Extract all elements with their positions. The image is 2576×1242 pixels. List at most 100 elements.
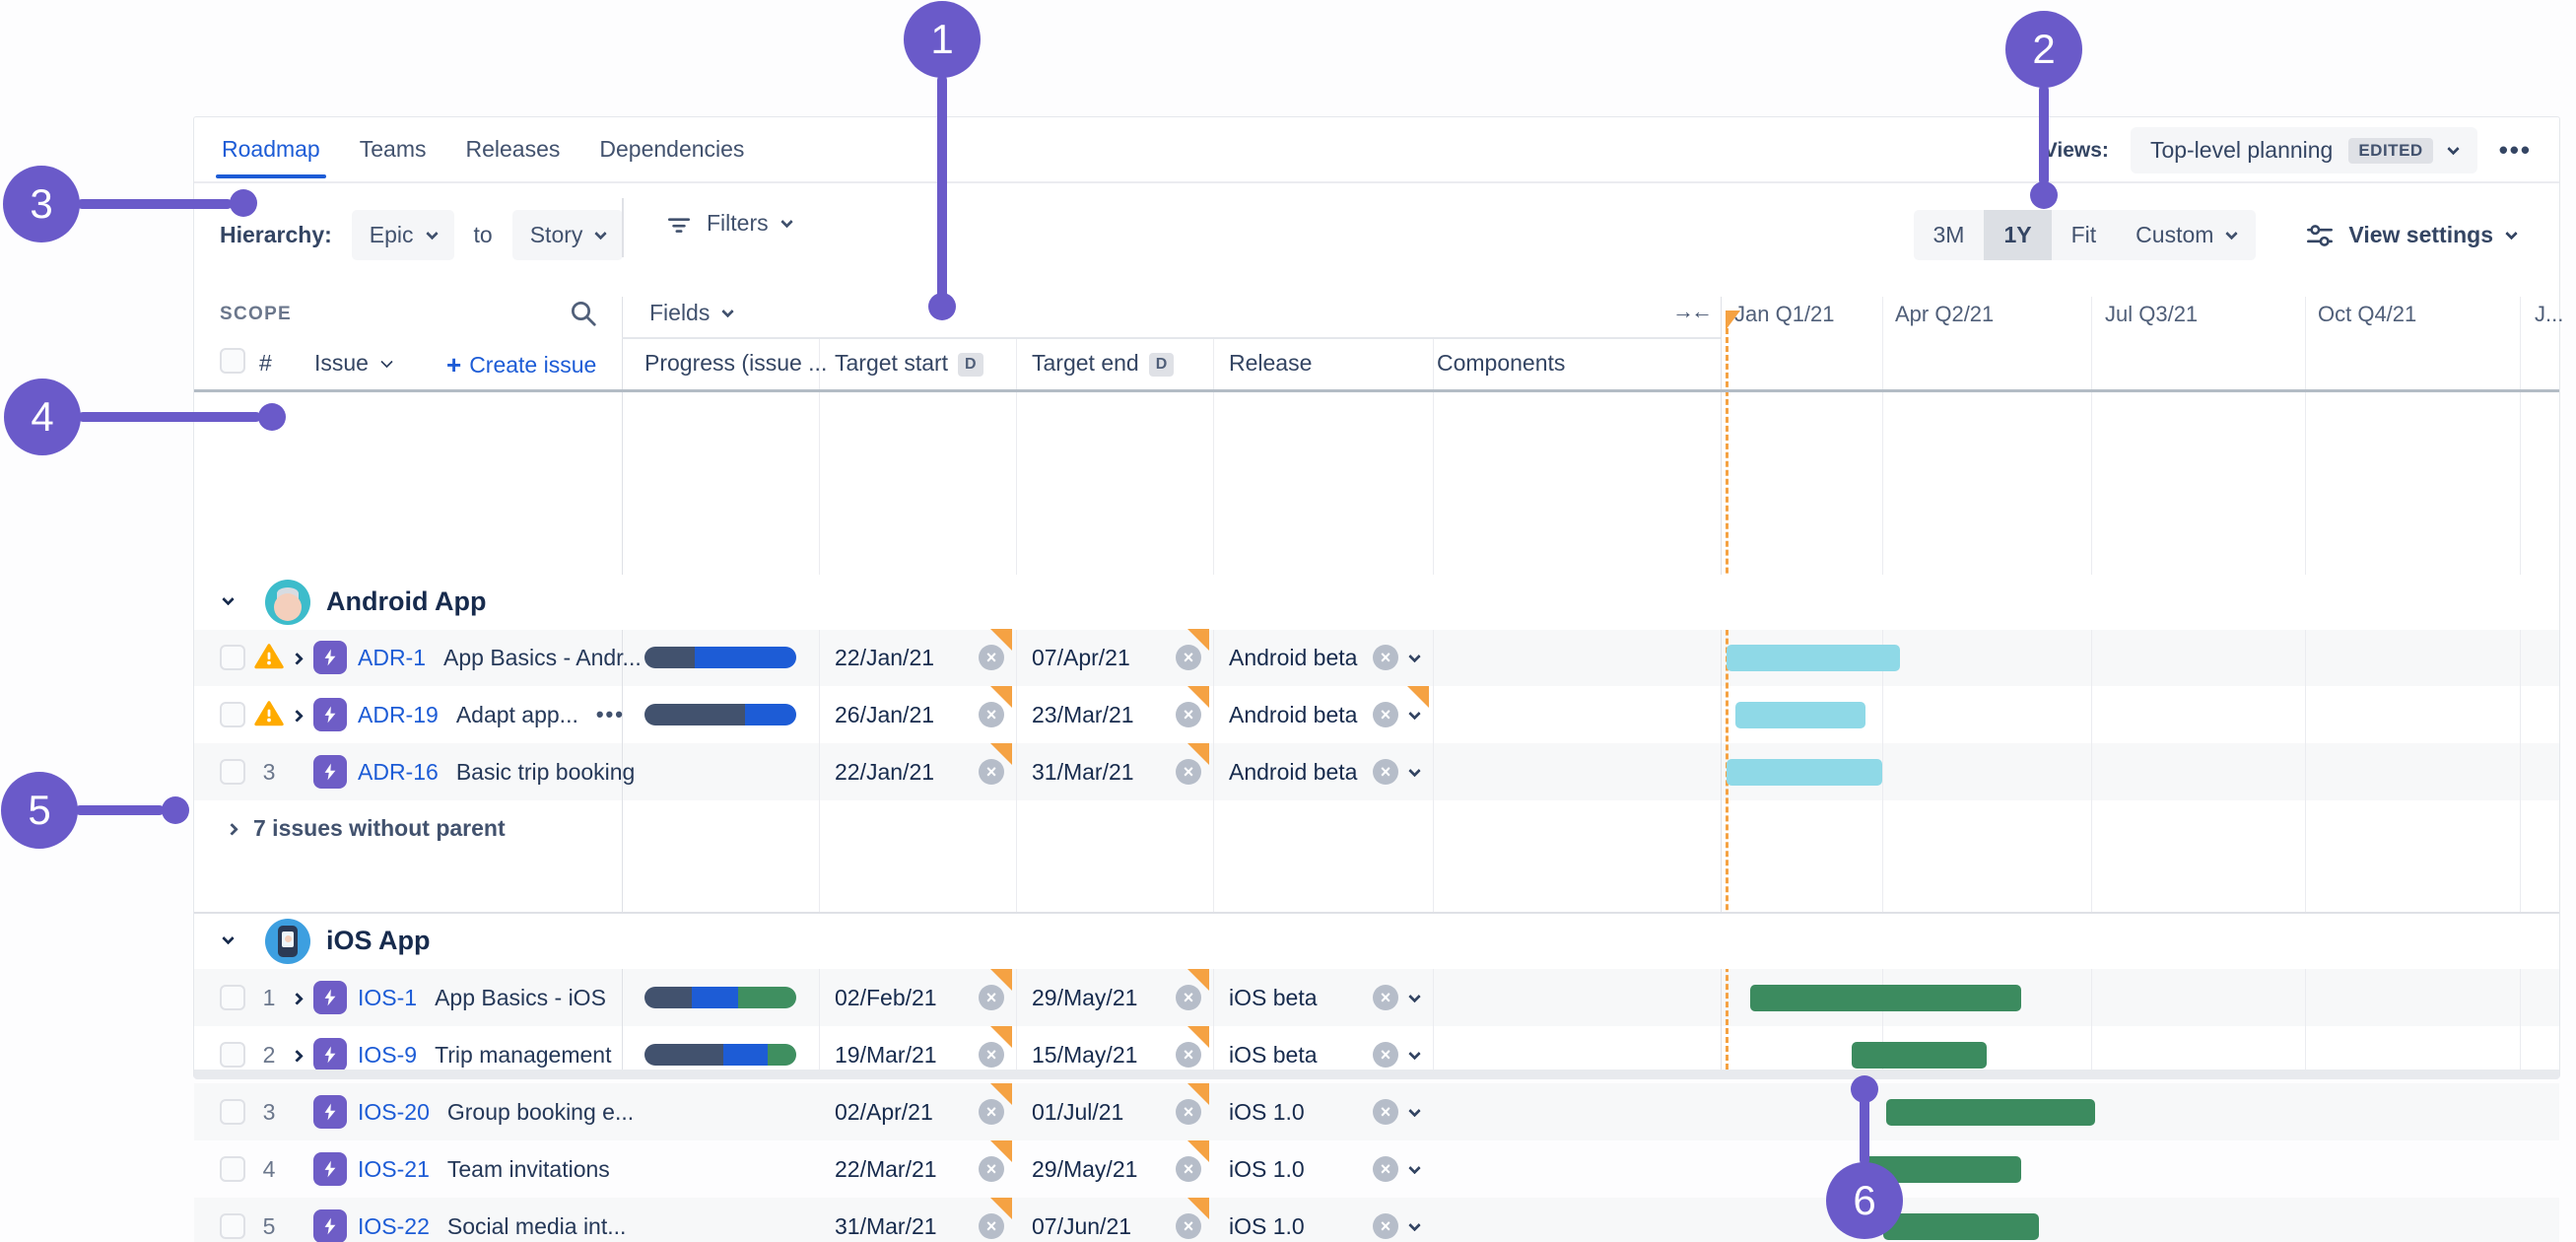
target-end-value: 07/Apr/21 [1032, 644, 1130, 670]
chevron-down-icon[interactable] [1408, 990, 1421, 1002]
chevron-down-icon[interactable] [1408, 1047, 1421, 1060]
gantt-bar[interactable] [1883, 1213, 2039, 1240]
quarter-gridline [1882, 297, 1883, 1070]
chevron-down-icon[interactable] [1408, 650, 1421, 662]
column-issue[interactable]: Issue [314, 350, 393, 377]
issue-key[interactable]: ADR-19 [358, 701, 439, 727]
clear-icon[interactable]: × [1373, 985, 1398, 1010]
more-menu-button[interactable]: ••• [2498, 135, 2532, 165]
issue-summary: App Basics - iOS [435, 984, 606, 1010]
zoom-3m-button[interactable]: 3M [1914, 210, 1985, 260]
target-end-cell[interactable]: 15/May/21 × [1020, 1026, 1209, 1083]
issue-key[interactable]: IOS-9 [358, 1041, 418, 1068]
target-start-cell[interactable]: 22/Jan/21 × [823, 743, 1012, 800]
plus-icon: + [446, 350, 462, 380]
release-cell[interactable]: Android beta × [1217, 629, 1429, 686]
gantt-bar[interactable] [1886, 1099, 2095, 1126]
chevron-down-icon[interactable] [1408, 1218, 1421, 1231]
row-checkbox[interactable] [220, 645, 245, 670]
chevron-down-icon[interactable] [1408, 764, 1421, 777]
target-end-cell[interactable]: 29/May/21 × [1020, 1140, 1209, 1198]
release-cell[interactable]: iOS 1.0 × [1217, 1140, 1429, 1198]
column-divider [1433, 337, 1434, 1070]
chevron-right-icon[interactable] [291, 709, 304, 723]
zoom-1y-button[interactable]: 1Y [1984, 210, 2052, 260]
row-checkbox[interactable] [220, 1042, 245, 1068]
release-value: Android beta [1229, 758, 1358, 785]
target-end-value: 01/Jul/21 [1032, 1098, 1124, 1125]
target-end-cell[interactable]: 29/May/21 × [1020, 969, 1209, 1026]
chevron-down-icon[interactable] [1408, 707, 1421, 720]
issue-key[interactable]: IOS-1 [358, 984, 418, 1010]
chevron-right-icon[interactable] [226, 822, 238, 836]
issue-key[interactable]: ADR-1 [358, 644, 427, 670]
issue-key[interactable]: ADR-16 [358, 758, 439, 785]
tab-releases[interactable]: Releases [465, 136, 561, 162]
row-checkbox[interactable] [220, 985, 245, 1010]
release-cell[interactable]: iOS beta × [1217, 969, 1429, 1026]
clear-icon[interactable]: × [1373, 1156, 1398, 1182]
view-selector[interactable]: Top-level planning EDITED [2130, 127, 2477, 173]
zoom-custom-button[interactable]: Custom [2116, 210, 2256, 260]
tab-roadmap[interactable]: Roadmap [216, 118, 326, 180]
clear-icon[interactable]: × [1373, 1213, 1398, 1239]
row-checkbox[interactable] [220, 1156, 245, 1182]
release-cell[interactable]: iOS beta × [1217, 1026, 1429, 1083]
chevron-down-icon[interactable] [222, 932, 235, 945]
fields-button[interactable]: Fields [649, 300, 735, 326]
issue-key[interactable]: IOS-20 [358, 1098, 430, 1125]
target-end-cell[interactable]: 07/Apr/21 × [1020, 629, 1209, 686]
row-checkbox[interactable] [220, 1213, 245, 1239]
chevron-right-icon[interactable] [291, 652, 304, 665]
chevron-down-icon[interactable] [1408, 1161, 1421, 1174]
hierarchy-from-dropdown[interactable]: Epic [351, 210, 454, 260]
release-cell[interactable]: Android beta × [1217, 743, 1429, 800]
row-checkbox[interactable] [220, 759, 245, 785]
zoom-fit-button[interactable]: Fit [2052, 210, 2117, 260]
clear-icon[interactable]: × [1373, 1042, 1398, 1068]
chevron-right-icon[interactable] [291, 992, 304, 1005]
release-cell[interactable]: iOS 1.0 × [1217, 1083, 1429, 1140]
release-cell[interactable]: iOS 1.0 × [1217, 1198, 1429, 1242]
target-start-cell[interactable]: 22/Jan/21 × [823, 629, 1012, 686]
tab-teams[interactable]: Teams [359, 136, 427, 162]
target-end-cell[interactable]: 01/Jul/21 × [1020, 1083, 1209, 1140]
clear-icon[interactable]: × [1373, 759, 1398, 785]
timeline-quarter-label: Jul Q3/21 [2105, 302, 2199, 326]
target-start-cell[interactable]: 02/Feb/21 × [823, 969, 1012, 1026]
target-start-cell[interactable]: 31/Mar/21 × [823, 1198, 1012, 1242]
chevron-down-icon[interactable] [222, 592, 235, 606]
select-all-checkbox[interactable] [220, 348, 245, 374]
clear-icon[interactable]: × [1373, 645, 1398, 670]
target-start-cell[interactable]: 02/Apr/21 × [823, 1083, 1012, 1140]
row-more-icon[interactable]: ••• [595, 702, 625, 726]
gantt-bar[interactable] [1727, 759, 1882, 786]
gantt-bar[interactable] [1852, 1042, 1987, 1069]
release-cell[interactable]: Android beta × [1217, 686, 1429, 743]
target-end-cell[interactable]: 23/Mar/21 × [1020, 686, 1209, 743]
row-checkbox[interactable] [220, 702, 245, 727]
tab-dependencies[interactable]: Dependencies [599, 136, 745, 162]
target-start-cell[interactable]: 26/Jan/21 × [823, 686, 1012, 743]
clear-icon[interactable]: × [1373, 702, 1398, 727]
clear-icon[interactable]: × [1373, 1099, 1398, 1125]
view-settings-button[interactable]: View settings [2305, 222, 2518, 249]
issue-key[interactable]: IOS-22 [358, 1212, 430, 1239]
collapse-columns-icon[interactable]: →← [1672, 299, 1713, 323]
chevron-right-icon[interactable] [291, 1049, 304, 1063]
filters-button[interactable]: Filters [665, 210, 793, 237]
gantt-bar[interactable] [1735, 702, 1865, 728]
target-end-cell[interactable]: 07/Jun/21 × [1020, 1198, 1209, 1242]
target-end-cell[interactable]: 31/Mar/21 × [1020, 743, 1209, 800]
issue-key[interactable]: IOS-21 [358, 1155, 430, 1182]
search-icon[interactable] [569, 299, 598, 328]
target-start-cell[interactable]: 22/Mar/21 × [823, 1140, 1012, 1198]
row-checkbox[interactable] [220, 1099, 245, 1125]
issues-without-parent-label[interactable]: 7 issues without parent [253, 815, 506, 841]
chevron-down-icon[interactable] [1408, 1104, 1421, 1117]
gantt-bar[interactable] [1727, 645, 1900, 671]
gantt-bar[interactable] [1750, 985, 2021, 1011]
create-issue-button[interactable]: + Create issue [446, 350, 596, 380]
hierarchy-to-dropdown[interactable]: Story [511, 210, 624, 260]
horizontal-scrollbar[interactable] [194, 1070, 2559, 1079]
